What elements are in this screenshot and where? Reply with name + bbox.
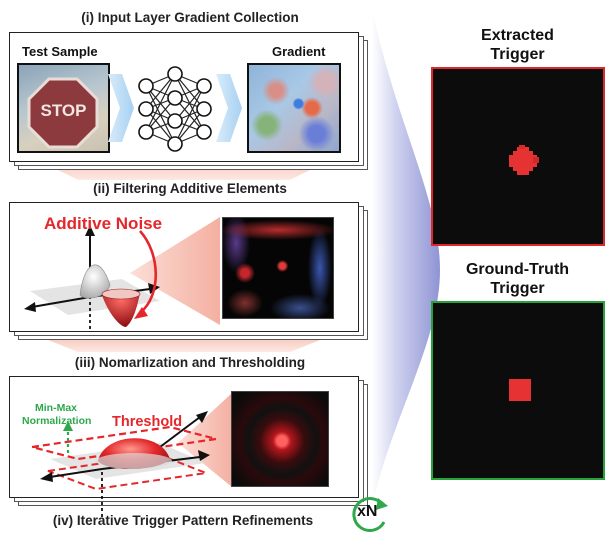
blue-arrow-left — [108, 74, 134, 142]
extracted-trigger-image — [431, 67, 605, 246]
neural-network-icon — [138, 66, 212, 152]
test-sample-label: Test Sample — [22, 44, 98, 59]
extracted-trigger-blob — [509, 145, 539, 175]
stop-sign-text: STOP — [40, 101, 87, 120]
threshold-diagram — [31, 393, 232, 517]
min-max-label-line1: Min-Max — [35, 402, 77, 414]
blue-arrow-right — [216, 74, 242, 142]
extracted-trigger-title: Extracted Trigger — [430, 26, 605, 64]
ground-truth-trigger-title: Ground-Truth Trigger — [430, 260, 605, 298]
stage1-title: (i) Input Layer Gradient Collection — [81, 10, 299, 25]
threshold-label: Threshold — [112, 414, 183, 430]
min-max-label-line2: Normalization — [22, 415, 92, 427]
stop-sign-icon — [27, 77, 99, 149]
normalized-gradient-image — [231, 391, 329, 487]
ground-truth-trigger-square — [509, 379, 531, 401]
test-sample-image: STOP — [17, 63, 110, 153]
filtered-gradient-image — [222, 217, 334, 319]
extracted-title-line2: Trigger — [490, 46, 545, 63]
stage4-title: (iv) Iterative Trigger Pattern Refinemen… — [52, 513, 314, 528]
ground-truth-trigger-image — [431, 301, 605, 480]
iteration-badge: xN — [357, 503, 378, 520]
ground-truth-title-line1: Ground-Truth — [465, 261, 570, 278]
stage3-title: (iii) Nomarlization and Thresholding — [74, 355, 306, 370]
min-max-label: Min-Max Normalization — [22, 402, 92, 428]
ground-truth-title-line2: Trigger — [490, 280, 545, 297]
gradient-label: Gradient — [272, 44, 326, 59]
additive-noise-label: Additive Noise — [44, 214, 163, 233]
stage2-title: (ii) Filtering Additive Elements — [93, 181, 287, 196]
additive-noise-diagram — [24, 217, 220, 329]
gradient-image — [247, 63, 341, 153]
refresh-icon — [352, 496, 388, 532]
extracted-title-line1: Extracted — [481, 27, 554, 44]
